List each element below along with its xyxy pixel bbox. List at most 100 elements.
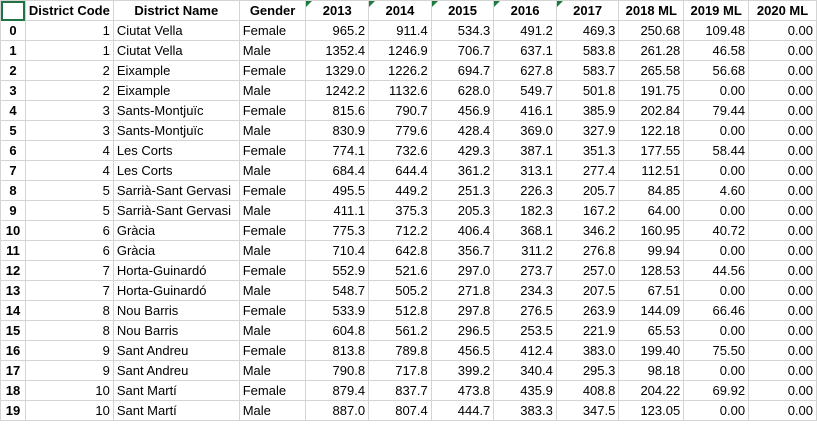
- cell-2016[interactable]: 368.1: [493, 220, 557, 241]
- cell-2013[interactable]: 1242.2: [305, 80, 370, 101]
- cell-2020-ml[interactable]: 0.00: [748, 60, 817, 81]
- cell-2015[interactable]: 428.4: [430, 120, 495, 141]
- cell-2020-ml[interactable]: 0.00: [748, 200, 817, 221]
- cell-gender[interactable]: Female: [238, 340, 307, 361]
- cell-2013[interactable]: 790.8: [305, 360, 370, 381]
- cell-2014[interactable]: 837.7: [368, 380, 432, 401]
- cell-district-name[interactable]: Sant Martí: [112, 400, 240, 421]
- cell-district-code[interactable]: 4: [24, 160, 114, 181]
- cell-2013[interactable]: 533.9: [305, 300, 370, 321]
- cell-2017[interactable]: 469.3: [555, 20, 620, 41]
- cell-2018-ml[interactable]: 144.09: [618, 300, 685, 321]
- cell-gender[interactable]: Female: [238, 60, 307, 81]
- cell-district-name[interactable]: Horta-Guinardó: [112, 260, 240, 281]
- cell-2015[interactable]: 205.3: [430, 200, 495, 221]
- cell-row-index[interactable]: 4: [0, 100, 26, 121]
- header-gender[interactable]: Gender: [238, 0, 307, 21]
- cell-gender[interactable]: Male: [238, 360, 307, 381]
- cell-2014[interactable]: 911.4: [368, 20, 432, 41]
- header-2019-ml[interactable]: 2019 ML: [683, 0, 750, 21]
- cell-2018-ml[interactable]: 65.53: [618, 320, 685, 341]
- cell-row-index[interactable]: 11: [0, 240, 26, 261]
- cell-district-name[interactable]: Horta-Guinardó: [112, 280, 240, 301]
- cell-2016[interactable]: 182.3: [493, 200, 557, 221]
- cell-district-name[interactable]: Sants-Montjuïc: [112, 120, 240, 141]
- cell-2013[interactable]: 887.0: [305, 400, 370, 421]
- cell-row-index[interactable]: 18: [0, 380, 26, 401]
- cell-2017[interactable]: 277.4: [555, 160, 620, 181]
- cell-2016[interactable]: 412.4: [493, 340, 557, 361]
- cell-2015[interactable]: 406.4: [430, 220, 495, 241]
- cell-2015[interactable]: 456.9: [430, 100, 495, 121]
- cell-row-index[interactable]: 9: [0, 200, 26, 221]
- cell-gender[interactable]: Female: [238, 20, 307, 41]
- cell-2019-ml[interactable]: 58.44: [683, 140, 750, 161]
- cell-district-code[interactable]: 9: [24, 340, 114, 361]
- cell-row-index[interactable]: 10: [0, 220, 26, 241]
- corner-cell[interactable]: [0, 0, 26, 21]
- cell-2015[interactable]: 297.8: [430, 300, 495, 321]
- cell-2013[interactable]: 965.2: [305, 20, 370, 41]
- cell-2019-ml[interactable]: 40.72: [683, 220, 750, 241]
- cell-2018-ml[interactable]: 265.58: [618, 60, 685, 81]
- cell-2019-ml[interactable]: 66.46: [683, 300, 750, 321]
- cell-2014[interactable]: 512.8: [368, 300, 432, 321]
- cell-2017[interactable]: 583.8: [555, 40, 620, 61]
- cell-row-index[interactable]: 16: [0, 340, 26, 361]
- header-district-code[interactable]: District Code: [24, 0, 114, 21]
- cell-2014[interactable]: 732.6: [368, 140, 432, 161]
- cell-district-name[interactable]: Sarrià-Sant Gervasi: [112, 180, 240, 201]
- cell-district-name[interactable]: Eixample: [112, 80, 240, 101]
- cell-2020-ml[interactable]: 0.00: [748, 120, 817, 141]
- cell-2015[interactable]: 297.0: [430, 260, 495, 281]
- cell-2014[interactable]: 717.8: [368, 360, 432, 381]
- cell-district-code[interactable]: 5: [24, 180, 114, 201]
- cell-2017[interactable]: 583.7: [555, 60, 620, 81]
- cell-district-code[interactable]: 9: [24, 360, 114, 381]
- cell-gender[interactable]: Female: [238, 260, 307, 281]
- cell-district-code[interactable]: 8: [24, 320, 114, 341]
- cell-district-code[interactable]: 6: [24, 220, 114, 241]
- cell-2015[interactable]: 694.7: [430, 60, 495, 81]
- cell-gender[interactable]: Female: [238, 300, 307, 321]
- cell-2019-ml[interactable]: 4.60: [683, 180, 750, 201]
- header-2018-ml[interactable]: 2018 ML: [618, 0, 685, 21]
- cell-district-code[interactable]: 10: [24, 400, 114, 421]
- cell-2015[interactable]: 361.2: [430, 160, 495, 181]
- cell-2018-ml[interactable]: 123.05: [618, 400, 685, 421]
- cell-2014[interactable]: 790.7: [368, 100, 432, 121]
- cell-2018-ml[interactable]: 160.95: [618, 220, 685, 241]
- cell-2020-ml[interactable]: 0.00: [748, 80, 817, 101]
- cell-2016[interactable]: 226.3: [493, 180, 557, 201]
- cell-district-code[interactable]: 7: [24, 260, 114, 281]
- cell-2020-ml[interactable]: 0.00: [748, 180, 817, 201]
- cell-2017[interactable]: 207.5: [555, 280, 620, 301]
- cell-2017[interactable]: 347.5: [555, 400, 620, 421]
- cell-row-index[interactable]: 1: [0, 40, 26, 61]
- cell-2018-ml[interactable]: 204.22: [618, 380, 685, 401]
- cell-2020-ml[interactable]: 0.00: [748, 280, 817, 301]
- cell-2019-ml[interactable]: 0.00: [683, 360, 750, 381]
- cell-2016[interactable]: 387.1: [493, 140, 557, 161]
- cell-row-index[interactable]: 6: [0, 140, 26, 161]
- header-district-name[interactable]: District Name: [112, 0, 240, 21]
- cell-row-index[interactable]: 17: [0, 360, 26, 381]
- cell-2015[interactable]: 429.3: [430, 140, 495, 161]
- cell-gender[interactable]: Female: [238, 180, 307, 201]
- cell-2015[interactable]: 296.5: [430, 320, 495, 341]
- cell-2020-ml[interactable]: 0.00: [748, 100, 817, 121]
- cell-district-code[interactable]: 7: [24, 280, 114, 301]
- cell-2013[interactable]: 548.7: [305, 280, 370, 301]
- cell-2017[interactable]: 263.9: [555, 300, 620, 321]
- cell-row-index[interactable]: 0: [0, 20, 26, 41]
- cell-district-name[interactable]: Ciutat Vella: [112, 40, 240, 61]
- cell-2013[interactable]: 815.6: [305, 100, 370, 121]
- cell-2014[interactable]: 505.2: [368, 280, 432, 301]
- cell-2013[interactable]: 495.5: [305, 180, 370, 201]
- cell-2014[interactable]: 1132.6: [368, 80, 432, 101]
- cell-2019-ml[interactable]: 44.56: [683, 260, 750, 281]
- cell-district-code[interactable]: 8: [24, 300, 114, 321]
- cell-2017[interactable]: 383.0: [555, 340, 620, 361]
- header-2017[interactable]: 2017: [555, 0, 620, 21]
- cell-row-index[interactable]: 19: [0, 400, 26, 421]
